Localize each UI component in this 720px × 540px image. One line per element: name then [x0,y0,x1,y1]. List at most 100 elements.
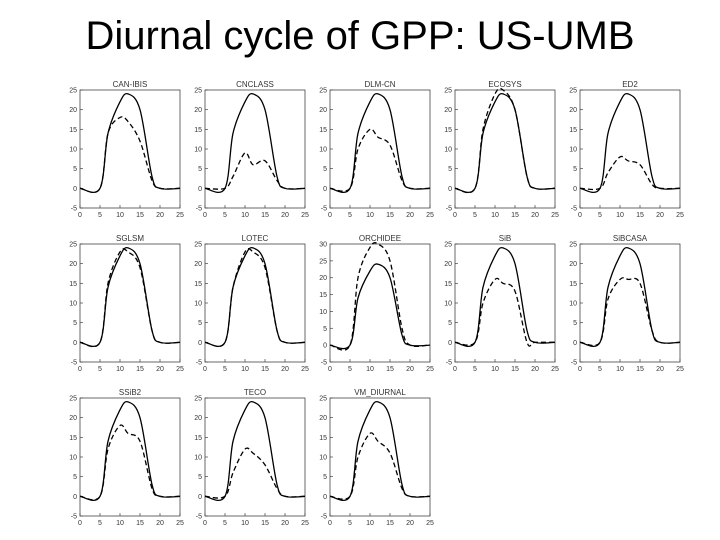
x-tick-label: 0 [578,212,582,219]
y-tick-label: 5 [573,320,577,327]
x-tick-label: 15 [386,366,394,373]
series-line-solid [204,246,306,347]
y-tick-label: 0 [323,343,327,350]
x-tick-label: 5 [348,212,352,219]
y-tick-label: 25 [319,88,327,95]
series-line-solid [329,263,431,350]
x-tick-label: 25 [176,520,184,527]
chart-title: SiBCASA [613,234,648,243]
y-tick-label: 10 [319,309,327,316]
x-tick-label: 5 [473,212,477,219]
x-tick-label: 15 [636,366,644,373]
y-tick-label: 25 [319,258,327,265]
y-tick-label: 0 [573,186,577,193]
y-tick-label: 0 [198,494,202,501]
y-tick-label: 10 [194,147,202,154]
chart-title: ORCHIDEE [359,234,401,243]
x-tick-label: 25 [176,212,184,219]
y-tick-label: 5 [323,474,327,481]
x-tick-label: 5 [98,520,102,527]
plot-frame [79,89,181,209]
x-tick-label: 10 [116,366,124,373]
y-tick-label: 15 [569,127,577,134]
y-tick-label: 10 [569,147,577,154]
y-tick-label: 5 [448,166,452,173]
series-line-solid [454,92,556,193]
x-tick-label: 0 [203,212,207,219]
y-tick-label: 10 [444,301,452,308]
series-line-dashed [79,116,181,193]
chart-title: ECOSYS [488,80,521,89]
x-tick-label: 10 [241,212,249,219]
x-tick-label: 5 [598,212,602,219]
y-tick-label: 10 [69,301,77,308]
series-line-dashed [579,277,681,347]
y-tick-label: 5 [73,166,77,173]
y-tick-label: -5 [321,360,327,367]
x-tick-label: 0 [203,520,207,527]
x-tick-label: 10 [241,366,249,373]
y-tick-label: 5 [73,474,77,481]
plot-frame [579,243,681,363]
chart-title: CNCLASS [236,80,274,89]
y-tick-label: 5 [573,166,577,173]
y-tick-label: 15 [569,281,577,288]
x-tick-label: 10 [116,520,124,527]
y-tick-label: 10 [444,147,452,154]
x-tick-label: 15 [136,520,144,527]
x-tick-label: 20 [406,212,414,219]
y-tick-label: 25 [569,88,577,95]
y-tick-label: 20 [194,415,202,422]
x-tick-label: 20 [281,366,289,373]
x-tick-label: 15 [511,366,519,373]
y-tick-label: -5 [446,360,452,367]
plot-frame [204,243,306,363]
y-tick-label: 10 [69,455,77,462]
x-tick-label: 10 [366,520,374,527]
y-tick-label: 10 [569,301,577,308]
x-tick-label: 0 [78,212,82,219]
y-tick-label: 25 [69,88,77,95]
x-tick-label: 5 [98,212,102,219]
x-tick-label: 25 [426,366,434,373]
series-line-solid [329,400,431,501]
x-tick-label: 0 [453,366,457,373]
y-tick-label: 20 [319,275,327,282]
plot-frame [329,243,431,363]
x-tick-label: 5 [473,366,477,373]
x-tick-label: 15 [261,520,269,527]
x-tick-label: 15 [386,520,394,527]
x-tick-label: 15 [136,212,144,219]
x-tick-label: 25 [426,212,434,219]
y-tick-label: 10 [194,455,202,462]
series-line-solid [579,246,681,347]
plot-frame [454,89,556,209]
y-tick-label: 25 [69,396,77,403]
y-tick-label: 0 [323,494,327,501]
x-tick-label: 5 [223,520,227,527]
plot-frame [204,89,306,209]
y-tick-label: 15 [69,127,77,134]
x-tick-label: 10 [616,212,624,219]
y-tick-label: 0 [448,186,452,193]
x-tick-label: 20 [406,520,414,527]
series-line-dashed [204,447,306,499]
x-tick-label: 15 [511,212,519,219]
slide-title: Diurnal cycle of GPP: US-UMB [85,14,635,58]
y-tick-label: 15 [194,281,202,288]
x-tick-label: 10 [116,212,124,219]
plot-frame [329,397,431,517]
y-tick-label: -5 [71,514,77,521]
y-tick-label: 5 [323,166,327,173]
y-tick-label: 20 [319,107,327,114]
x-tick-label: 5 [223,366,227,373]
x-tick-label: 20 [156,212,164,219]
series-line-dashed [579,155,681,191]
y-tick-label: 20 [69,415,77,422]
